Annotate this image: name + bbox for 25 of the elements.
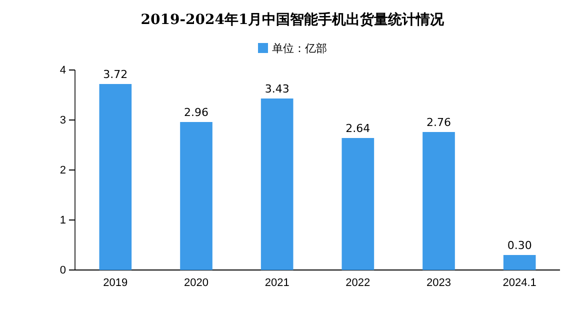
y-tick-label: 3 — [60, 114, 66, 127]
x-tick-label: 2022 — [346, 276, 370, 289]
y-tick-label: 4 — [60, 64, 66, 77]
chart-title: 2019-2024年1月中国智能手机出货量统计情况 — [140, 11, 446, 28]
y-tick-label: 2 — [60, 164, 66, 177]
bar — [180, 122, 212, 270]
bar — [260, 98, 294, 270]
x-tick-label: 2021 — [264, 276, 290, 289]
y-tick-label: 1 — [60, 214, 66, 227]
data-label: 2.64 — [346, 122, 370, 135]
x-tick-label: 2024.1 — [502, 276, 536, 289]
x-tick-label: 2023 — [426, 276, 451, 289]
data-label: 0.30 — [507, 239, 532, 252]
data-label: 3.43 — [264, 82, 290, 96]
data-label: 3.72 — [103, 68, 128, 81]
legend-label: 单位：亿部 — [272, 42, 327, 55]
bar — [503, 255, 536, 270]
bar — [422, 132, 455, 270]
y-tick-label: 0 — [60, 264, 66, 277]
bar — [342, 138, 374, 270]
bar — [99, 84, 132, 270]
data-label: 2.76 — [426, 116, 451, 129]
x-tick-label: 2020 — [184, 276, 208, 289]
data-label: 2.96 — [184, 106, 208, 119]
x-tick-label: 2019 — [103, 276, 128, 289]
